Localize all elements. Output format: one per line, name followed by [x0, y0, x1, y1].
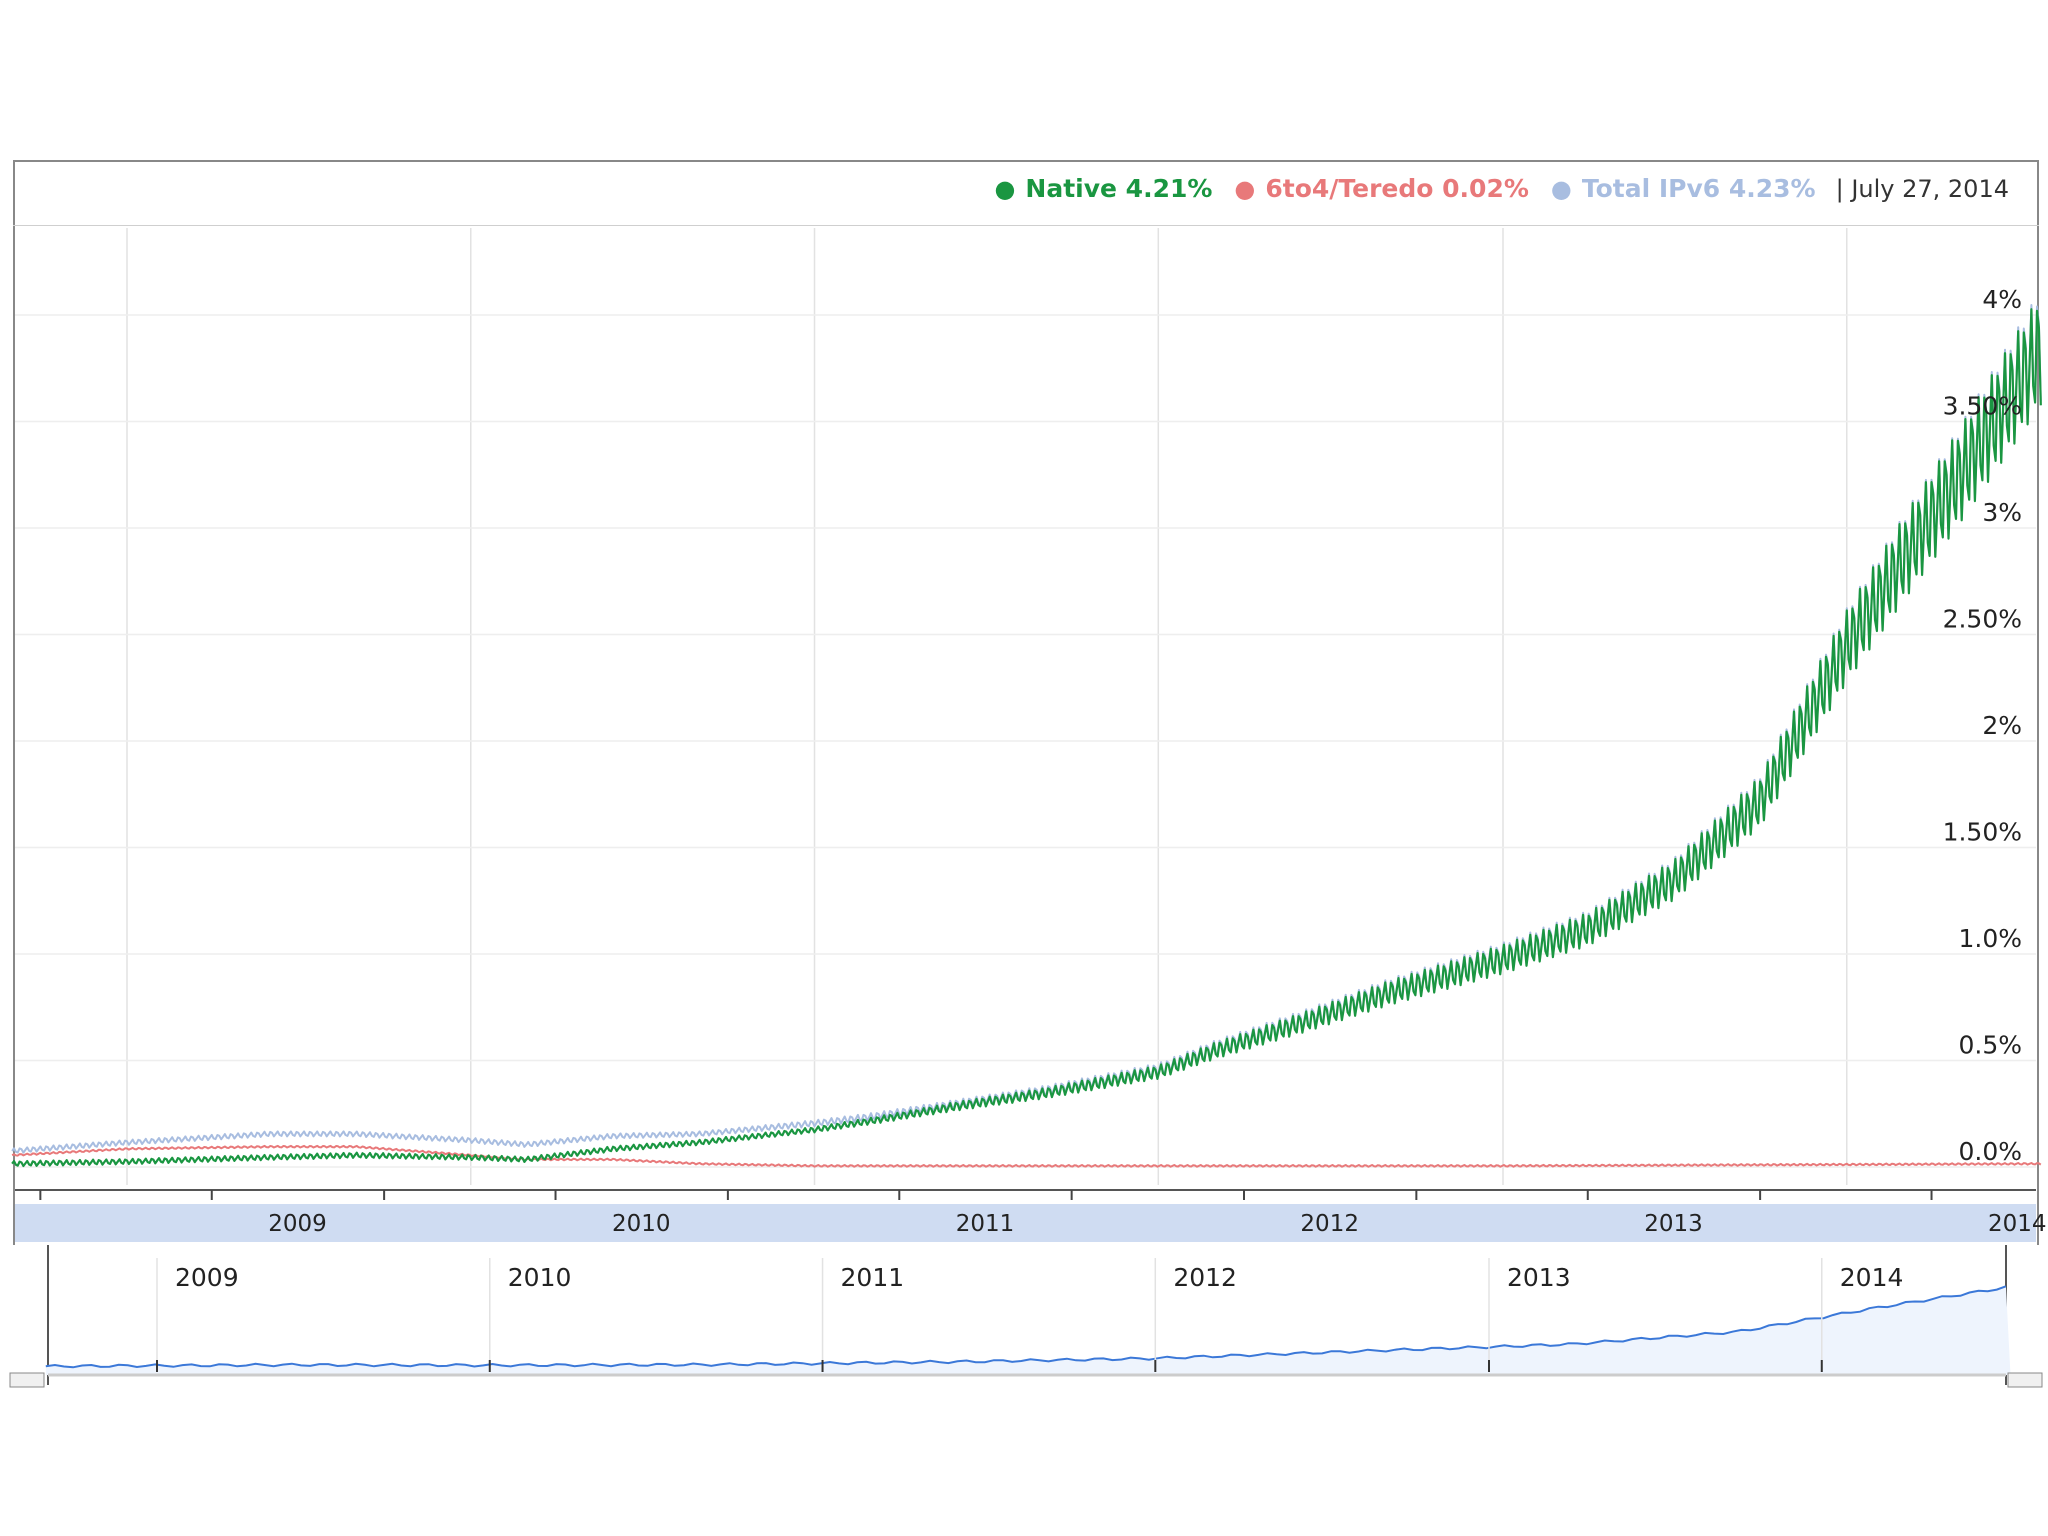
legend-label-total: Total IPv6 4.23% [1581, 174, 1816, 203]
series-line-native [11, 308, 2042, 1168]
x-tick-label: 2013 [1644, 1211, 1703, 1237]
chart-svg: 0.0%0.5%1.0%1.50%2%2.50%3%3.50%4% 2009 20… [9, 228, 2047, 1388]
ytick-layer: 0.0% 0.5% 1.0% 1.50% 2% 2.50% 3% 3.50% 4% [1943, 285, 2022, 1166]
y-tick-label: 3% [1982, 498, 2022, 527]
legend-item-teredo[interactable]: ● 6to4/Teredo 0.02% [1234, 174, 1528, 203]
x-tick-label: 2010 [612, 1211, 671, 1237]
legend-dot-total: ● [1550, 174, 1572, 203]
legend-dot-teredo: ● [1234, 174, 1256, 203]
navigator-x-label: 2013 [1507, 1263, 1571, 1292]
y-tick-label: 1.0% [1958, 924, 2022, 953]
legend-label-teredo: 6to4/Teredo 0.02% [1265, 174, 1529, 203]
y-tick-label: 2.50% [1943, 605, 2022, 634]
legend-item-total[interactable]: ● Total IPv6 4.23% [1551, 174, 1816, 203]
grid-layer [15, 228, 2036, 1185]
x-tick-label: 2011 [956, 1211, 1015, 1237]
legend: ● Native 4.21% ● 6to4/Teredo 0.02% ● Tot… [972, 174, 2009, 203]
y-tick-label: 2% [1982, 711, 2022, 740]
navigator-x-label: 2010 [508, 1263, 572, 1292]
legend-bar: ● Native 4.21% ● 6to4/Teredo 0.02% ● Tot… [13, 160, 2039, 226]
x-axis-band [15, 1204, 2036, 1242]
axis-band-layer [15, 1189, 2036, 1242]
series-line-total-ipv6 [11, 304, 2042, 1154]
y-tick-label: 1.50% [1943, 818, 2022, 847]
chart-frame [13, 160, 2039, 1245]
legend-label-native: Native 4.21% [1025, 174, 1213, 203]
y-tick-label: 3.50% [1943, 392, 2022, 421]
navigator-x-label: 2014 [1840, 1263, 1904, 1292]
navigator-x-label: 2012 [1173, 1263, 1237, 1292]
legend-item-native[interactable]: ● Native 4.21% [994, 174, 1212, 203]
y-tick-label: 0.0% [1958, 1137, 2022, 1166]
navigator-right-handle[interactable] [2007, 1372, 2043, 1388]
legend-dot-native: ● [994, 174, 1016, 203]
xtick-layer: 2009 2010 2011 2012 2013 2014 [268, 1211, 2046, 1237]
navigator-x-label: 2009 [175, 1263, 239, 1292]
y-tick-label: 4% [1982, 285, 2022, 314]
series-layer [11, 304, 2042, 1168]
navigator-line [45, 1285, 2007, 1369]
y-tick-label: 0.5% [1958, 1031, 2022, 1060]
navigator-area [45, 1286, 2011, 1375]
x-tick-label: 2009 [268, 1211, 327, 1237]
navigator-x-label: 2011 [841, 1263, 905, 1292]
legend-date: | July 27, 2014 [1835, 174, 2009, 203]
navigator-left-handle[interactable] [9, 1372, 45, 1388]
x-tick-label: 2014 [1988, 1211, 2047, 1237]
navigator-layer: 2009 2010 2011 2012 2013 2014 [9, 1245, 2043, 1388]
x-tick-label: 2012 [1300, 1211, 1359, 1237]
series-line-6to4-teredo [11, 1144, 2042, 1168]
